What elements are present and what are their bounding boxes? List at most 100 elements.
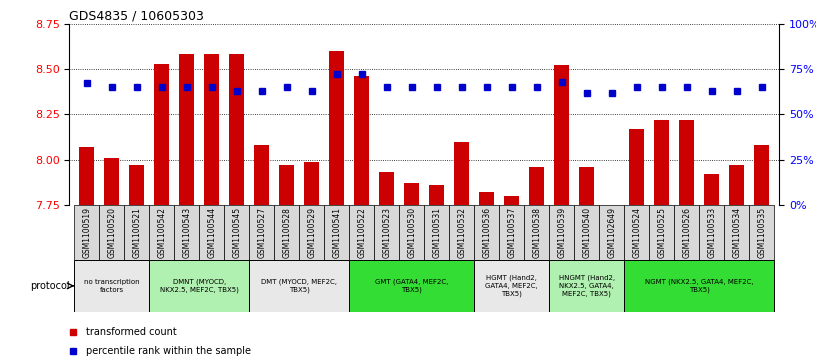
Text: GSM1100534: GSM1100534: [732, 207, 741, 258]
Bar: [250, 205, 274, 260]
Text: no transcription
factors: no transcription factors: [84, 279, 140, 293]
Bar: [530, 167, 544, 205]
Text: DMT (MYOCD, MEF2C,
TBX5): DMT (MYOCD, MEF2C, TBX5): [261, 279, 337, 293]
Text: GSM1100539: GSM1100539: [557, 207, 566, 258]
Bar: [725, 205, 749, 260]
Text: GSM1100536: GSM1100536: [482, 207, 491, 258]
Bar: [554, 65, 570, 205]
Text: GSM1100526: GSM1100526: [682, 207, 691, 258]
Bar: [304, 162, 319, 205]
Bar: [624, 260, 774, 312]
Bar: [704, 174, 719, 205]
Text: GSM1100540: GSM1100540: [583, 207, 592, 258]
Text: GSM1100524: GSM1100524: [632, 207, 641, 258]
Text: GSM1100520: GSM1100520: [108, 207, 117, 258]
Bar: [349, 260, 474, 312]
Bar: [479, 192, 494, 205]
Bar: [100, 205, 124, 260]
Bar: [74, 260, 149, 312]
Bar: [375, 205, 399, 260]
Bar: [330, 51, 344, 205]
Text: GSM1100529: GSM1100529: [308, 207, 317, 258]
Text: GSM1100521: GSM1100521: [132, 207, 141, 258]
Bar: [654, 120, 669, 205]
Text: GSM1100544: GSM1100544: [207, 207, 216, 258]
Bar: [180, 54, 194, 205]
Text: GSM1100545: GSM1100545: [233, 207, 242, 258]
Bar: [255, 145, 269, 205]
Text: GDS4835 / 10605303: GDS4835 / 10605303: [69, 9, 204, 23]
Bar: [399, 205, 424, 260]
Bar: [149, 260, 250, 312]
Text: GSM1100531: GSM1100531: [432, 207, 441, 258]
Bar: [175, 205, 199, 260]
Text: transformed count: transformed count: [86, 327, 176, 337]
Bar: [250, 260, 349, 312]
Bar: [579, 167, 594, 205]
Bar: [674, 205, 699, 260]
Bar: [130, 165, 144, 205]
Bar: [624, 205, 650, 260]
Bar: [629, 129, 645, 205]
Bar: [74, 205, 100, 260]
Bar: [450, 205, 474, 260]
Text: GSM1100519: GSM1100519: [82, 207, 91, 258]
Bar: [279, 165, 295, 205]
Bar: [574, 205, 599, 260]
Bar: [549, 260, 624, 312]
Bar: [104, 158, 119, 205]
Text: HGMT (Hand2,
GATA4, MEF2C,
TBX5): HGMT (Hand2, GATA4, MEF2C, TBX5): [486, 275, 539, 297]
Text: GSM1100527: GSM1100527: [257, 207, 266, 258]
Text: GMT (GATA4, MEF2C,
TBX5): GMT (GATA4, MEF2C, TBX5): [375, 279, 449, 293]
Bar: [749, 205, 774, 260]
Bar: [204, 54, 220, 205]
Bar: [474, 260, 549, 312]
Bar: [404, 183, 419, 205]
Text: HNGMT (Hand2,
NKX2.5, GATA4,
MEF2C, TBX5): HNGMT (Hand2, NKX2.5, GATA4, MEF2C, TBX5…: [559, 275, 615, 297]
Bar: [474, 205, 499, 260]
Text: GSM1100537: GSM1100537: [508, 207, 517, 258]
Text: DMNT (MYOCD,
NKX2.5, MEF2C, TBX5): DMNT (MYOCD, NKX2.5, MEF2C, TBX5): [160, 279, 239, 293]
Bar: [199, 205, 224, 260]
Bar: [229, 54, 244, 205]
Text: GSM1100541: GSM1100541: [332, 207, 341, 258]
Bar: [730, 165, 744, 205]
Bar: [429, 185, 445, 205]
Text: GSM1100538: GSM1100538: [532, 207, 541, 258]
Bar: [79, 147, 95, 205]
Bar: [424, 205, 450, 260]
Text: GSM1100542: GSM1100542: [157, 207, 166, 258]
Text: protocol: protocol: [30, 281, 70, 291]
Text: GSM1102649: GSM1102649: [607, 207, 616, 258]
Bar: [324, 205, 349, 260]
Text: GSM1100535: GSM1100535: [757, 207, 766, 258]
Bar: [149, 205, 175, 260]
Text: GSM1100523: GSM1100523: [383, 207, 392, 258]
Bar: [379, 172, 394, 205]
Text: GSM1100532: GSM1100532: [457, 207, 466, 258]
Text: GSM1100543: GSM1100543: [182, 207, 191, 258]
Text: GSM1100530: GSM1100530: [407, 207, 416, 258]
Bar: [224, 205, 250, 260]
Bar: [754, 145, 769, 205]
Bar: [549, 205, 574, 260]
Bar: [274, 205, 299, 260]
Text: GSM1100528: GSM1100528: [282, 207, 291, 258]
Bar: [699, 205, 725, 260]
Bar: [299, 205, 324, 260]
Bar: [124, 205, 149, 260]
Text: GSM1100525: GSM1100525: [658, 207, 667, 258]
Bar: [599, 205, 624, 260]
Bar: [525, 205, 549, 260]
Bar: [650, 205, 674, 260]
Text: NGMT (NKX2.5, GATA4, MEF2C,
TBX5): NGMT (NKX2.5, GATA4, MEF2C, TBX5): [645, 279, 754, 293]
Text: GSM1100522: GSM1100522: [357, 207, 366, 258]
Bar: [499, 205, 525, 260]
Bar: [504, 196, 519, 205]
Text: GSM1100533: GSM1100533: [707, 207, 716, 258]
Bar: [455, 142, 469, 205]
Bar: [349, 205, 375, 260]
Bar: [679, 120, 694, 205]
Bar: [154, 64, 170, 205]
Bar: [354, 76, 370, 205]
